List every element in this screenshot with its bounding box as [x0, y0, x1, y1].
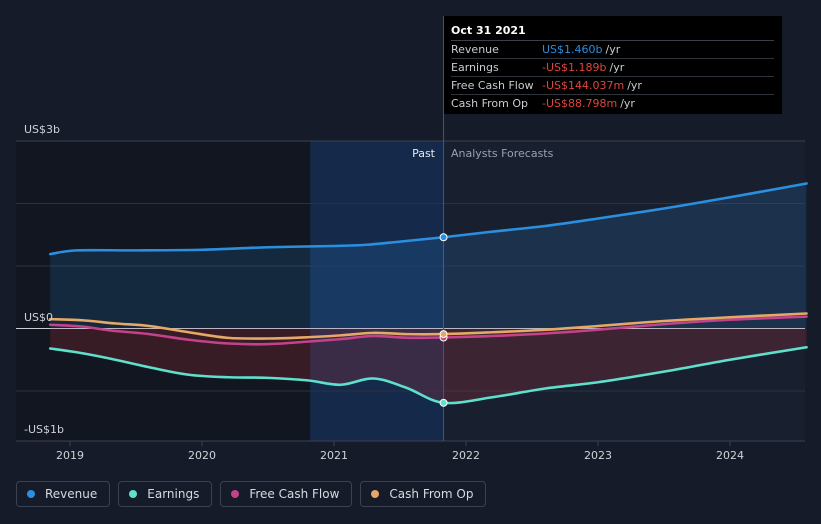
x-tick-label: 2023	[584, 449, 612, 462]
y-tick-label-top: US$3b	[24, 123, 60, 136]
legend-dot-icon	[231, 490, 240, 498]
tooltip-unit: /yr	[605, 43, 621, 56]
forecast-label: Analysts Forecasts	[451, 147, 554, 160]
series-line-free-cash-flow	[48, 315, 808, 346]
tooltip-label: Cash From Op	[451, 97, 529, 110]
tooltip-value: -US$88.798m	[542, 97, 618, 110]
tooltip-label: Earnings	[451, 61, 499, 74]
hover-marker-cash-from-op	[439, 330, 448, 339]
legend-dot-icon	[27, 490, 35, 498]
y-tick-label-zero: US$0	[24, 311, 53, 324]
series-line-revenue	[48, 182, 808, 256]
x-tick-label: 2021	[320, 449, 348, 462]
tooltip-unit: /yr	[620, 97, 635, 110]
tooltip-unit: /yr	[609, 61, 625, 74]
hover-marker-revenue	[439, 233, 448, 242]
legend-item-cash-from-op[interactable]: Cash From Op	[360, 481, 487, 507]
legend-label: Earnings	[147, 487, 200, 501]
legend-label: Cash From Op	[389, 487, 474, 501]
series-line-cash-from-op	[48, 312, 808, 340]
tooltip-row: Cash From Op -US$88.798m /yr	[451, 95, 774, 112]
hover-marker-earnings	[439, 398, 448, 407]
series-line-earnings	[48, 345, 808, 405]
tooltip-date: Oct 31 2021	[451, 22, 774, 41]
tooltip-row: Earnings -US$1.189b /yr	[451, 59, 774, 77]
legend-dot-icon	[371, 490, 380, 498]
past-label: Past	[412, 147, 436, 160]
x-tick-label: 2024	[716, 449, 744, 462]
tooltip-unit: /yr	[627, 79, 642, 92]
legend-item-revenue[interactable]: Revenue	[16, 481, 111, 507]
tooltip-row: Revenue US$1.460b /yr	[451, 41, 774, 59]
tooltip-row: Free Cash Flow -US$144.037m /yr	[451, 77, 774, 95]
y-tick-label-bottom: -US$1b	[24, 423, 64, 436]
legend-label: Free Cash Flow	[249, 487, 340, 501]
revenue-area	[50, 183, 807, 329]
tooltip-value: -US$144.037m	[542, 79, 625, 92]
x-tick-label: 2022	[452, 449, 480, 462]
tooltip-label: Revenue	[451, 43, 499, 56]
earnings-area	[50, 328, 807, 404]
tooltip-value: -US$1.189b	[542, 61, 607, 74]
legend: Revenue Earnings Free Cash Flow Cash Fro…	[16, 481, 487, 507]
legend-dot-icon	[129, 490, 138, 498]
x-tick-label: 2020	[188, 449, 216, 462]
legend-item-free-cash-flow[interactable]: Free Cash Flow	[220, 481, 353, 507]
x-tick-label: 2019	[56, 449, 84, 462]
tooltip-label: Free Cash Flow	[451, 79, 534, 92]
legend-label: Revenue	[45, 487, 98, 501]
tooltip-value: US$1.460b	[542, 43, 603, 56]
tooltip: Oct 31 2021 Revenue US$1.460b /yr Earnin…	[444, 16, 782, 114]
legend-item-earnings[interactable]: Earnings	[118, 481, 213, 507]
